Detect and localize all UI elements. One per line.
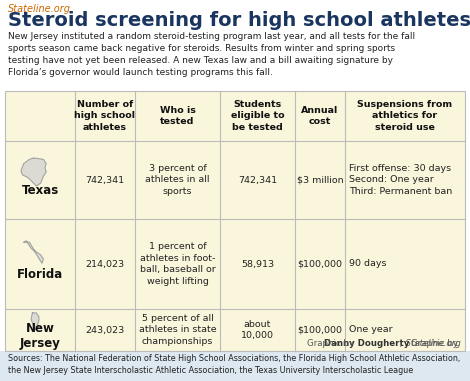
Text: 90 days: 90 days — [349, 259, 386, 269]
Text: 3 percent of
athletes in all
sports: 3 percent of athletes in all sports — [145, 164, 210, 196]
Text: about
10,000: about 10,000 — [241, 320, 274, 340]
Text: Students
eligible to
be tested: Students eligible to be tested — [231, 100, 284, 132]
Text: 742,341: 742,341 — [238, 176, 277, 184]
Bar — [5, 91, 465, 351]
Text: First offense: 30 days
Second: One year
Third: Permanent ban: First offense: 30 days Second: One year … — [349, 164, 452, 196]
Text: 58,913: 58,913 — [241, 259, 274, 269]
Bar — [5, 91, 465, 351]
Text: 243,023: 243,023 — [86, 325, 125, 335]
Bar — [0, 351, 470, 381]
Text: New
Jersey: New Jersey — [20, 322, 61, 350]
Text: One year: One year — [349, 325, 392, 335]
Polygon shape — [21, 158, 46, 186]
Text: Stateline.org: Stateline.org — [8, 4, 71, 14]
Text: Suspensions from
athletics for
steroid use: Suspensions from athletics for steroid u… — [358, 100, 453, 132]
Text: 214,023: 214,023 — [86, 259, 125, 269]
Text: 742,341: 742,341 — [86, 176, 125, 184]
Text: 5 percent of all
athletes in state
championships: 5 percent of all athletes in state champ… — [139, 314, 216, 346]
Polygon shape — [24, 241, 43, 263]
Text: 1 percent of
athletes in foot-
ball, baseball or
weight lifting: 1 percent of athletes in foot- ball, bas… — [140, 242, 215, 286]
Text: Annual
cost: Annual cost — [301, 106, 338, 126]
Text: $100,000: $100,000 — [298, 325, 343, 335]
Text: Who is
tested: Who is tested — [159, 106, 196, 126]
Text: Graphic by: Graphic by — [411, 339, 461, 348]
Text: New Jersey instituted a random steroid-testing program last year, and all tests : New Jersey instituted a random steroid-t… — [8, 32, 415, 77]
Text: Danny Dougherty: Danny Dougherty — [324, 339, 409, 348]
Text: Steroid screening for high school athletes: Steroid screening for high school athlet… — [8, 11, 470, 30]
Bar — [0, 0, 470, 91]
Text: $100,000: $100,000 — [298, 259, 343, 269]
Text: Number of
high school
athletes: Number of high school athletes — [75, 100, 135, 132]
Text: $3 million: $3 million — [297, 176, 343, 184]
Text: Texas: Texas — [21, 184, 59, 197]
Polygon shape — [31, 313, 39, 330]
Text: Graphic by: Graphic by — [307, 339, 357, 348]
Text: , Stateline.org: , Stateline.org — [400, 339, 461, 348]
Text: Florida: Florida — [17, 267, 63, 280]
Text: Sources: The National Federation of State High School Associations, the Florida : Sources: The National Federation of Stat… — [8, 354, 460, 375]
